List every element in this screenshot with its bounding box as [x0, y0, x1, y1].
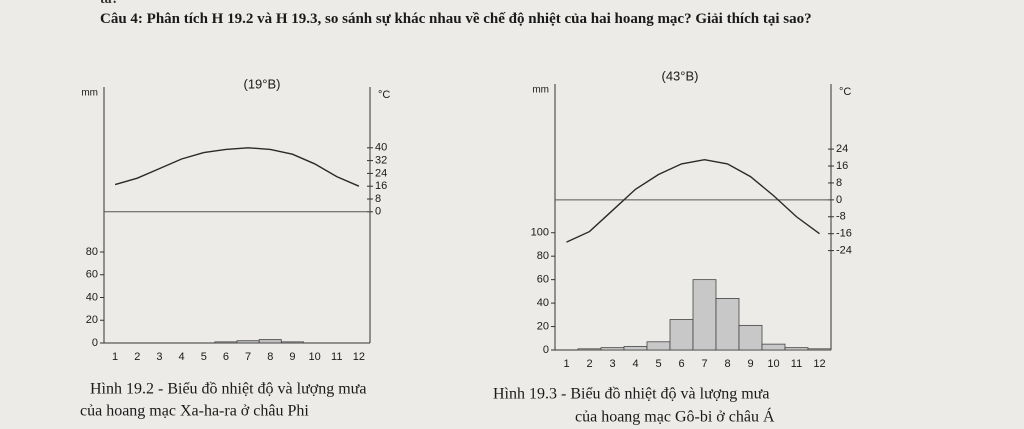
x-tick-label: 6 [678, 358, 684, 370]
rain-bar [258, 339, 282, 344]
x-tick-label: 6 [223, 351, 229, 363]
rain-bar [646, 341, 671, 351]
rain-bar [738, 324, 763, 351]
question: Câu 4: Phân tích H 19.2 và H 19.3, so sá… [100, 10, 940, 29]
y2-tick-label: 40 [375, 142, 387, 154]
x-tick-label: 10 [767, 358, 779, 370]
x-tick-label: 12 [353, 351, 365, 363]
rain-bar [600, 347, 625, 351]
rain-bar [715, 297, 740, 351]
x-tick-label: 2 [134, 351, 140, 363]
rain-bar [214, 341, 238, 344]
x-tick-label: 9 [747, 358, 753, 370]
y-tick-label: 0 [92, 337, 98, 349]
rain-bar [669, 319, 694, 351]
question-label: Câu 4: [100, 11, 143, 27]
y2-tick-label: -24 [836, 245, 852, 257]
temperature-line [114, 147, 360, 187]
y-tick-label: 40 [86, 291, 98, 303]
top-text: ta? [100, 0, 119, 8]
x-tick-label: 8 [724, 358, 730, 370]
rain-bar [761, 343, 786, 351]
x-tick-label: 1 [112, 351, 118, 363]
x-tick-label: 10 [308, 351, 320, 363]
x-tick-label: 11 [791, 358, 802, 370]
y-tick-label: 20 [86, 314, 98, 326]
y2-axis-label: °C [839, 86, 851, 98]
y-axis-label: mm [81, 88, 98, 99]
y2-tick-label: 0 [836, 194, 842, 206]
chart-title: (19°B) [244, 76, 281, 91]
x-tick-label: 11 [331, 351, 342, 363]
rain-bar [577, 348, 602, 351]
rain-bar [623, 346, 648, 351]
figure-caption: của hoang mạc Xa-ha-ra ở châu Phi [80, 403, 309, 420]
y2-tick-label: 8 [375, 193, 381, 205]
x-tick-label: 4 [179, 351, 185, 363]
y-tick-label: 100 [531, 227, 549, 239]
figure-caption: Hình 19.2 - Biểu đồ nhiệt độ và lượng mư… [90, 381, 366, 398]
y2-tick-label: 16 [375, 180, 387, 192]
rain-bar [692, 279, 717, 351]
y-tick-label: 20 [537, 320, 549, 332]
y2-tick-label: 8 [836, 177, 842, 189]
x-tick-label: 5 [655, 358, 661, 370]
y-tick-label: 40 [537, 297, 549, 309]
rain-bar [807, 348, 832, 351]
x-tick-label: 5 [201, 351, 207, 363]
y2-tick-label: 0 [375, 206, 381, 218]
temperature-line [566, 158, 820, 243]
y-tick-label: 60 [537, 274, 549, 286]
y2-tick-label: -16 [836, 228, 852, 240]
x-tick-label: 2 [586, 358, 592, 370]
x-tick-label: 4 [632, 358, 638, 370]
y-axis-label: mm [532, 85, 549, 96]
y2-axis-label: °C [378, 89, 390, 101]
x-tick-label: 1 [563, 358, 569, 370]
x-tick-label: 3 [156, 351, 162, 363]
chart-title: (43°B) [662, 68, 699, 83]
x-tick-label: 7 [701, 358, 707, 370]
y-tick-label: 80 [86, 246, 98, 258]
y-tick-label: 80 [537, 250, 549, 262]
y-tick-label: 0 [543, 344, 549, 356]
y2-tick-label: 24 [375, 167, 387, 179]
y2-tick-label: 16 [836, 160, 848, 172]
figure-caption: của hoang mạc Gô-bi ở châu Á [575, 407, 775, 426]
x-tick-label: 12 [813, 358, 825, 370]
figure-caption: Hình 19.3 - Biểu đồ nhiệt độ và lượng mư… [493, 386, 769, 403]
x-tick-label: 9 [289, 351, 295, 363]
x-tick-label: 7 [245, 351, 251, 363]
y2-tick-label: -8 [836, 211, 846, 223]
question-text: Phân tích H 19.2 và H 19.3, so sánh sự k… [146, 11, 812, 27]
y-tick-label: 60 [86, 269, 98, 281]
x-tick-label: 8 [267, 351, 273, 363]
rain-bar [784, 347, 809, 351]
rain-bar [280, 341, 304, 344]
x-tick-label: 3 [609, 358, 615, 370]
rain-bar [236, 340, 260, 344]
y2-tick-label: 32 [375, 155, 387, 167]
y2-tick-label: 24 [836, 143, 848, 155]
